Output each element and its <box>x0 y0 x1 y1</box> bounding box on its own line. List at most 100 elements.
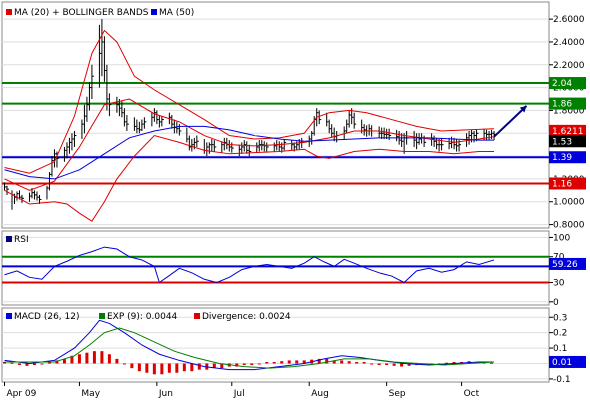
ohlc-bar <box>91 64 94 100</box>
rsi-y-tick-label: 30 <box>553 278 565 288</box>
divergence-bar <box>145 363 149 373</box>
ohlc-bar <box>433 135 437 147</box>
ohlc-bar <box>291 140 294 151</box>
exp-line <box>4 327 495 369</box>
divergence-bar <box>400 363 404 367</box>
divergence-bar <box>92 351 96 364</box>
ohlc-bar <box>248 144 252 157</box>
rsi-tag-box <box>549 257 586 270</box>
divergence-bar <box>197 363 201 370</box>
ohlc-bar <box>456 138 459 152</box>
price-y-tick-label: 0.8000 <box>553 221 585 231</box>
ohlc-bar <box>343 126 347 139</box>
ohlc-bar <box>466 133 469 147</box>
ohlc-bar <box>363 124 367 136</box>
divergence-bar <box>32 363 36 366</box>
divergence-bar <box>122 363 126 365</box>
divergence-bar <box>160 363 164 375</box>
divergence-bar <box>347 361 351 364</box>
rsi-y-axis: 100 70 30 0 <box>549 233 570 308</box>
divergence-bar <box>167 363 171 373</box>
divergence-bar <box>17 363 21 366</box>
rsi-tag-label: 59.26 <box>552 260 578 270</box>
ohlc-bar <box>311 130 314 145</box>
divergence-bar <box>152 363 156 375</box>
divergence-bar <box>182 363 186 372</box>
ohlc-bar <box>16 191 19 201</box>
rsi-line <box>4 246 495 284</box>
divergence-bar <box>137 363 141 372</box>
level-tag-label: 1.86 <box>552 100 572 110</box>
level-tag-label: 1.16 <box>552 179 572 189</box>
ohlc-bar <box>221 141 224 153</box>
ohlc-bar <box>416 133 419 150</box>
divergence-bar <box>265 361 269 364</box>
ohlc-bar <box>381 127 384 139</box>
ohlc-bar <box>103 36 107 82</box>
ohlc-bar <box>98 24 102 88</box>
price-legend: MA (20) + BOLLINGER BANDS MA (50) <box>6 8 194 18</box>
ohlc-bar <box>48 172 52 191</box>
ohlc-bar <box>86 96 89 122</box>
macd-line <box>4 319 495 371</box>
ohlc-bar <box>83 104 87 134</box>
ohlc-bar <box>196 135 199 147</box>
divergence-bar <box>257 363 261 365</box>
macd-tag-box <box>549 355 586 368</box>
level-tag-label: 1.39 <box>552 153 572 163</box>
x-axis: Apr 09 May Jun Jul Aug Sep Oct <box>3 382 480 399</box>
ohlc-bar <box>473 130 477 143</box>
divergence-bar <box>25 363 29 366</box>
macd-y-tick-label: 0.3 <box>553 313 567 323</box>
ohlc-bar <box>326 112 329 127</box>
ohlc-bar <box>108 93 112 117</box>
ohlc-bar <box>418 133 422 145</box>
divergence-bar <box>10 362 14 364</box>
legend-label-divergence: Divergence: 0.0024 <box>202 312 291 322</box>
ohlc-bar <box>133 117 137 131</box>
divergence-bar <box>190 363 194 372</box>
ohlc-bar <box>3 182 7 191</box>
divergence-bar <box>377 363 381 366</box>
x-tick-label: May <box>81 389 100 399</box>
ohlc-bar <box>331 124 334 138</box>
ohlc-bar <box>438 138 442 152</box>
rsi-y-tick-label: 0 <box>553 298 559 308</box>
divergence-bar <box>392 363 396 366</box>
ohlc-bar <box>151 112 154 127</box>
price-tag-box <box>549 124 586 137</box>
ohlc-bar <box>156 110 159 125</box>
level-tag-label: 2.04 <box>552 79 572 89</box>
ohlc-bar <box>68 137 72 154</box>
ohlc-bar <box>73 130 77 147</box>
divergence-bar <box>490 362 494 364</box>
ohlc-bar <box>378 126 382 138</box>
ohlc-bar <box>51 156 54 177</box>
divergence-bar <box>220 363 224 369</box>
ohlc-bar <box>136 119 139 134</box>
divergence-bar <box>40 363 44 365</box>
macd-y-tick-label: 0.2 <box>553 329 567 339</box>
legend-swatch-ma20 <box>6 9 12 15</box>
legend-label-exp: EXP (9): 0.0044 <box>107 312 178 322</box>
divergence-bar <box>272 361 276 364</box>
divergence-bar <box>317 358 321 364</box>
level-tag-box <box>549 177 586 190</box>
ohlc-bar <box>213 140 217 152</box>
ohlc-bar <box>206 142 209 157</box>
ohlc-bar <box>46 185 49 200</box>
ohlc-bar <box>383 127 387 139</box>
ma50-line <box>4 125 495 180</box>
divergence-bar <box>295 360 299 364</box>
ohlc-bar <box>116 96 119 113</box>
ohlc-bar <box>56 151 59 168</box>
divergence-bar <box>107 354 111 364</box>
x-tick-label: Jun <box>158 389 173 399</box>
divergence-bar <box>355 361 359 364</box>
ohlc-bar <box>81 119 84 139</box>
ohlc-bar <box>71 133 74 151</box>
price-y-tick-label: 2.4000 <box>553 38 585 48</box>
legend-swatch-macd <box>6 313 12 319</box>
